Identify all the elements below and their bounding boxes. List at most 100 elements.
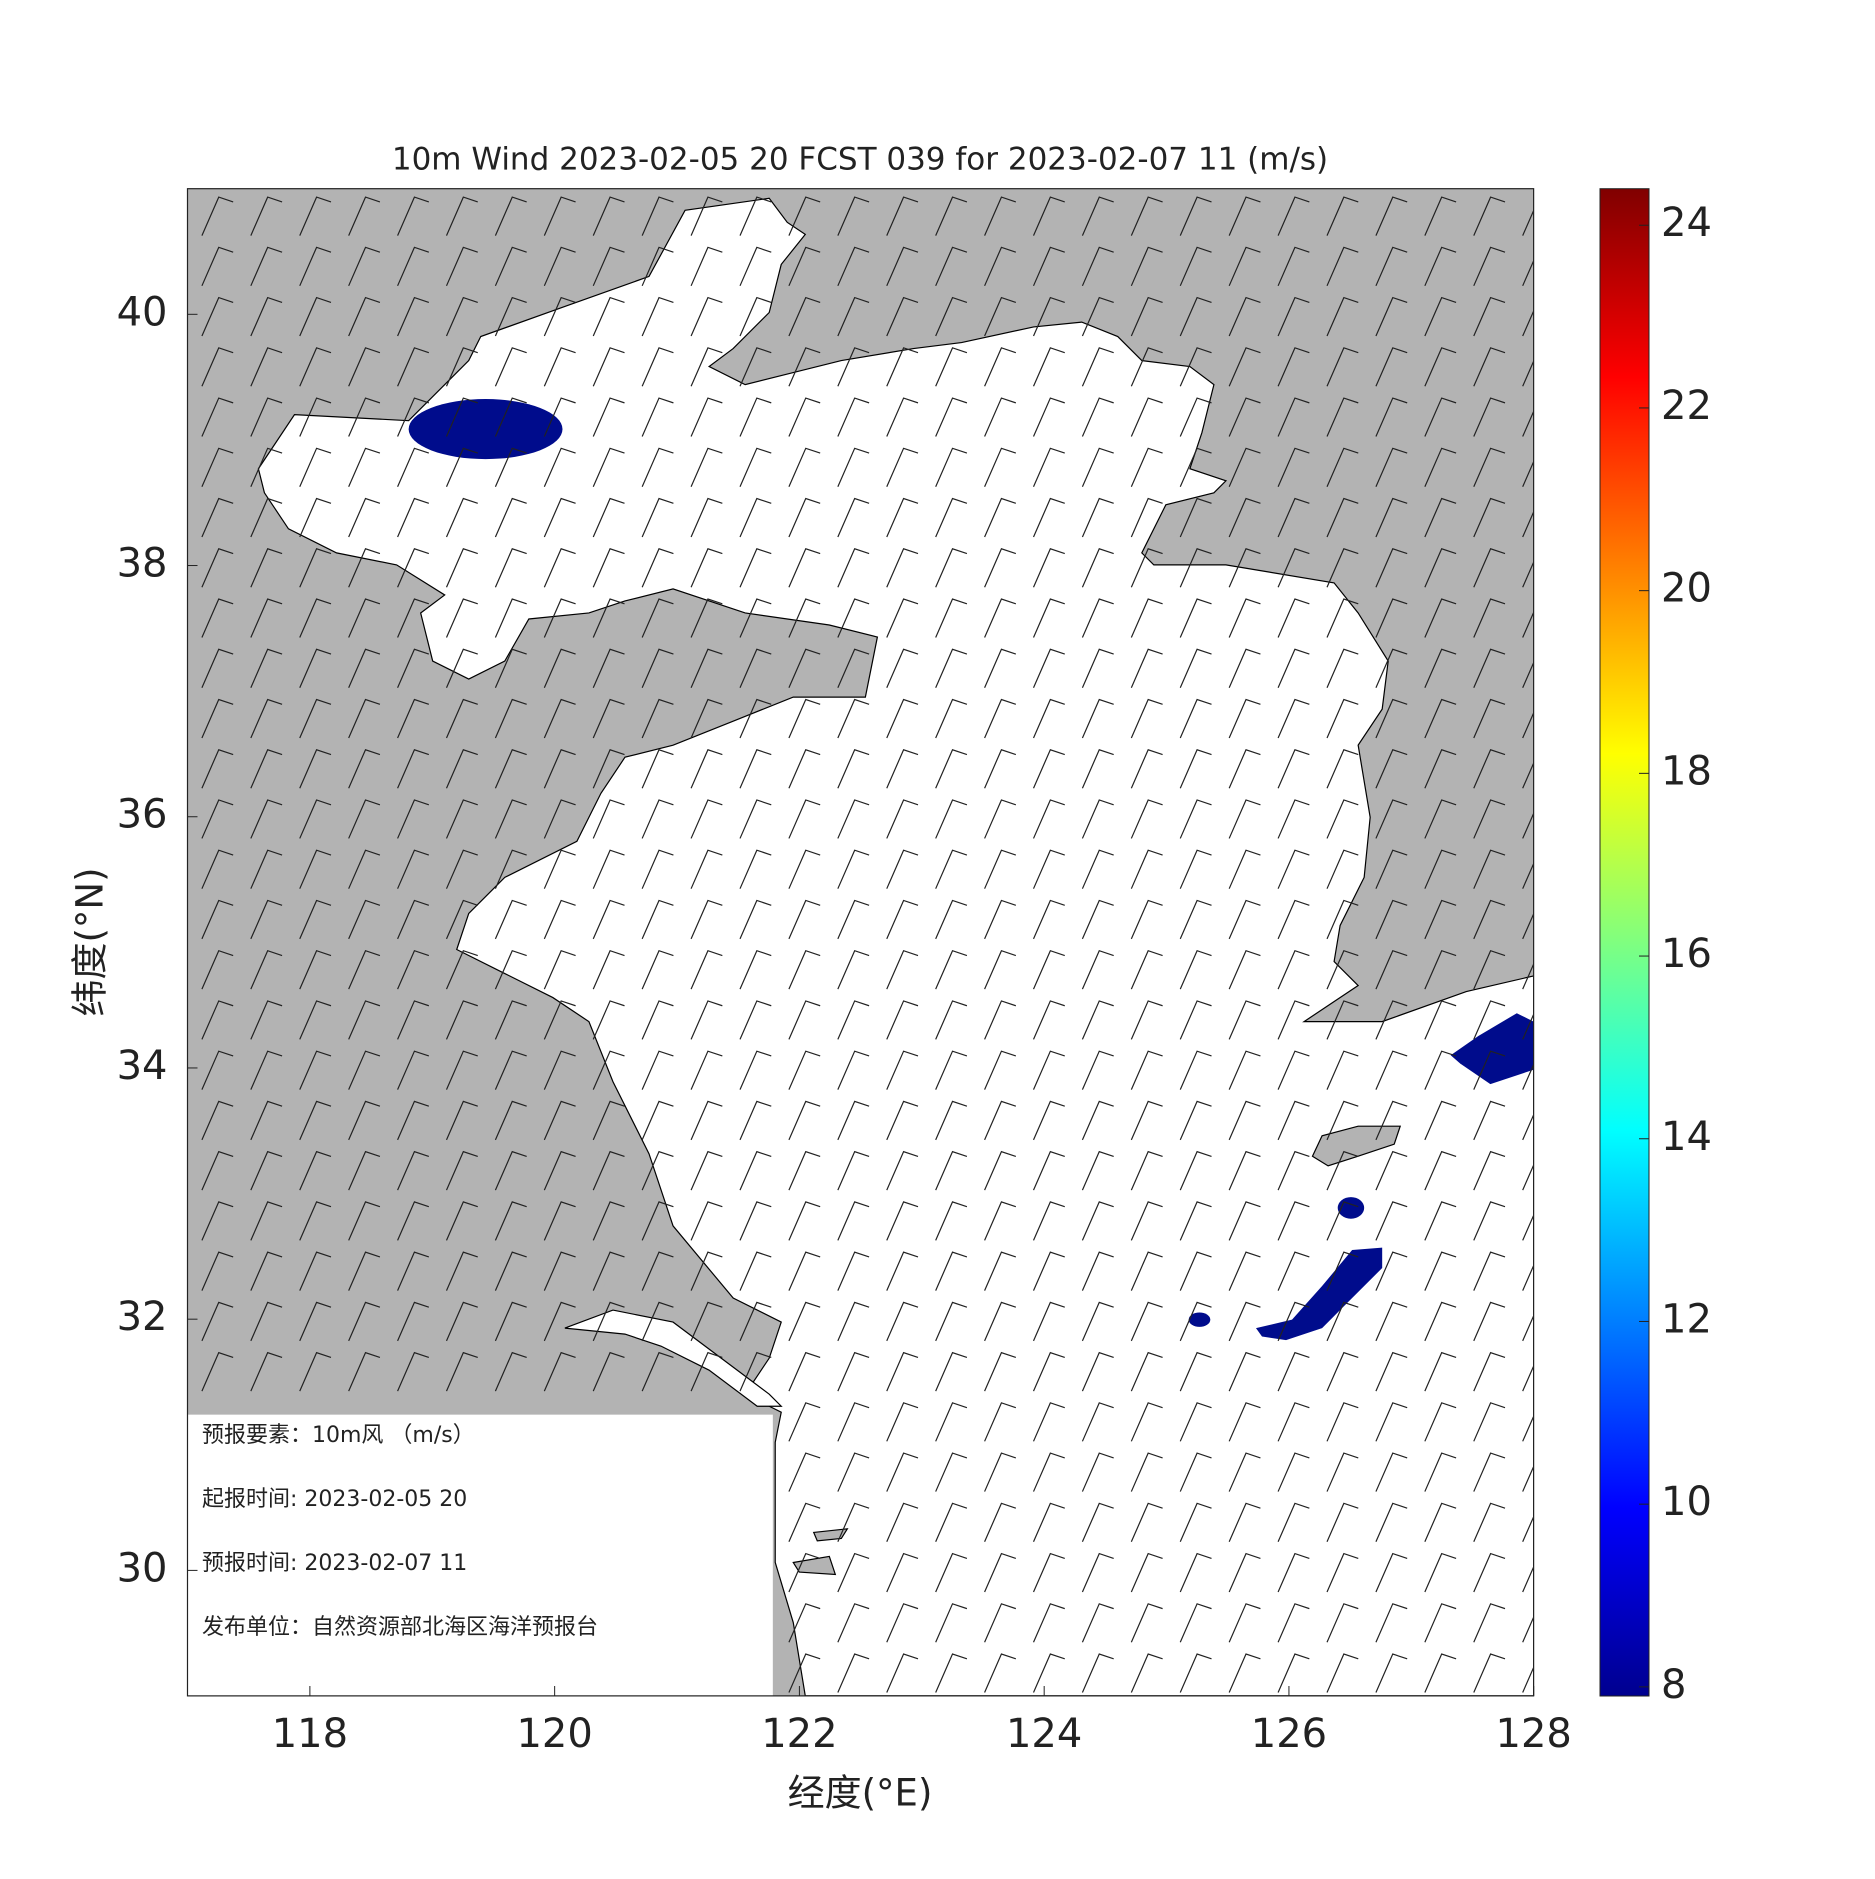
wind-barb	[690, 1000, 723, 1040]
wind-barb	[1130, 548, 1163, 588]
wind-barb	[1326, 296, 1359, 337]
wind-barb	[837, 1000, 870, 1040]
wind-barb	[1326, 397, 1359, 437]
wind-barb	[1277, 799, 1310, 839]
y-tick-label: 40	[117, 289, 168, 335]
wind-barb	[397, 899, 430, 940]
wind-barb	[494, 196, 527, 236]
wind-barb	[445, 598, 478, 638]
wind-barb	[1032, 1201, 1065, 1241]
wind-barb	[1228, 1301, 1261, 1342]
wind-barb	[690, 648, 723, 688]
info-line: 发布单位：自然资源部北海区海洋预报台	[202, 1615, 598, 1640]
wind-barb	[543, 1251, 576, 1291]
wind-barb	[935, 347, 968, 387]
wind-barb	[543, 749, 576, 789]
wind-barb	[201, 1201, 234, 1241]
wind-barb	[299, 598, 332, 638]
wind-barb	[397, 1301, 430, 1342]
x-tick-label: 126	[1251, 1711, 1327, 1757]
wind-barb	[788, 949, 821, 990]
wind-barb	[250, 1100, 283, 1141]
wind-barb	[886, 749, 919, 789]
wind-barb	[201, 949, 234, 990]
sea	[257, 197, 1534, 1696]
wind-barb	[445, 1301, 478, 1342]
wind-barb	[739, 1050, 772, 1090]
wind-barb	[690, 246, 723, 287]
wind-barb	[935, 196, 968, 236]
wind-barb	[445, 447, 478, 488]
wind-barb	[348, 497, 381, 538]
wind-barb	[299, 1050, 332, 1090]
wind-barb	[348, 1050, 381, 1090]
wind-barb	[1032, 1502, 1065, 1543]
wind-barb	[348, 949, 381, 990]
wind-barb	[348, 749, 381, 789]
wind-barb	[1424, 749, 1457, 789]
wind-barb	[886, 1552, 919, 1593]
wind-barb	[201, 347, 234, 387]
colorbar-tick-label: 20	[1661, 566, 1712, 612]
wind-barb	[984, 1552, 1017, 1593]
wind-barb	[1277, 1552, 1310, 1593]
wind-barb	[299, 648, 332, 688]
wind-barb	[1522, 1465, 1534, 1492]
wind-barb	[935, 1402, 968, 1442]
info-line: 预报要素：10m风 （m/s）	[202, 1423, 475, 1448]
wind-barb	[1032, 749, 1065, 789]
wind-barb	[1130, 899, 1163, 940]
wind-barb	[1522, 610, 1534, 638]
wind-barb	[348, 296, 381, 337]
wind-barb	[494, 799, 527, 839]
wind-barb	[641, 749, 674, 789]
wind-barb	[1228, 698, 1261, 739]
wind-barb	[348, 1251, 381, 1291]
wind-barb	[1277, 447, 1310, 488]
wind-barb	[1473, 1452, 1506, 1492]
wind-barb	[1473, 296, 1506, 337]
wind-barb	[1130, 1050, 1163, 1090]
wind-barb	[1424, 1452, 1457, 1492]
wind-barb	[788, 196, 821, 236]
wind-barb	[690, 749, 723, 789]
wind-patch	[408, 399, 563, 460]
wind-barb	[1473, 1653, 1506, 1693]
wind-barb	[299, 497, 332, 538]
wind-barb	[250, 447, 283, 488]
wind-barb	[739, 598, 772, 638]
wind-barb	[592, 1100, 625, 1141]
wind-barb	[837, 447, 870, 488]
wind-barb	[641, 949, 674, 990]
wind-barb	[592, 598, 625, 638]
wind-barb	[1081, 1351, 1114, 1392]
wind-barb	[641, 497, 674, 538]
y-tick-label: 30	[117, 1545, 168, 1591]
wind-barb	[641, 598, 674, 638]
wind-barb	[1228, 1050, 1261, 1090]
wind-barb	[1522, 1264, 1534, 1291]
wind-barb	[641, 648, 674, 688]
wind-barb	[1522, 1213, 1534, 1241]
wind-barb	[1277, 598, 1310, 638]
wind-barb	[739, 899, 772, 940]
wind-barb	[1032, 849, 1065, 889]
wind-barb	[1179, 1502, 1212, 1543]
wind-barb	[837, 1201, 870, 1241]
wind-barb	[1228, 246, 1261, 287]
wind-barb	[348, 196, 381, 236]
wind-barb	[348, 548, 381, 588]
wind-barb	[1130, 497, 1163, 538]
wind-barb	[1130, 799, 1163, 839]
wind-barb	[1179, 698, 1212, 739]
wind-barb	[250, 598, 283, 638]
wind-barb	[1424, 1000, 1457, 1040]
wind-barb	[837, 196, 870, 236]
wind-barb	[1473, 648, 1506, 688]
wind-barb	[1179, 648, 1212, 688]
wind-barb	[494, 749, 527, 789]
wind-barb	[788, 648, 821, 688]
wind-barb	[543, 246, 576, 287]
wind-barb	[886, 1402, 919, 1442]
wind-barb	[1032, 899, 1065, 940]
